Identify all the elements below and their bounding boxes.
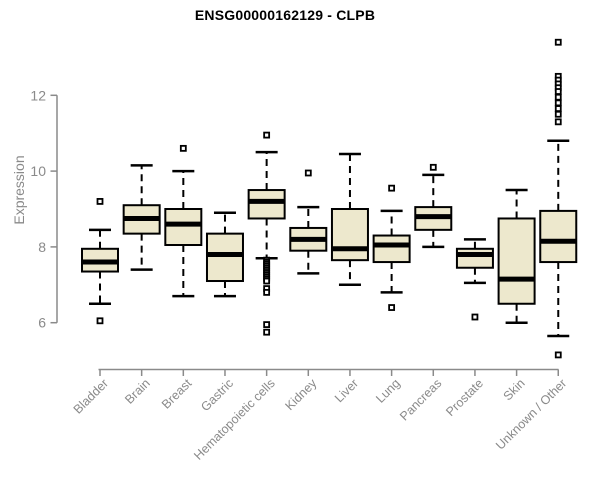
outlier-point: [471, 313, 479, 321]
outlier-point: [554, 99, 562, 107]
iqr-box: [539, 209, 578, 264]
outlier-point: [179, 144, 187, 152]
x-category-label-liver: Liver: [332, 376, 361, 405]
x-category-label-brain: Brain: [122, 376, 153, 407]
iqr-box: [330, 208, 369, 262]
y-tick-label: 10: [30, 163, 46, 179]
outlier-point: [304, 169, 312, 177]
outlier-point: [263, 288, 271, 296]
iqr-box: [372, 234, 411, 264]
outlier-point: [429, 163, 437, 171]
x-category-label-lung: Lung: [373, 376, 403, 406]
boxplot-lung: [372, 184, 411, 311]
boxplot-kidney: [289, 169, 328, 275]
iqr-box: [497, 217, 536, 305]
boxplot-hematopoietic-cells: [247, 131, 286, 336]
y-tick-label: 8: [38, 239, 46, 255]
iqr-box: [205, 232, 244, 283]
x-category-label-pancreas: Pancreas: [397, 376, 444, 423]
boxplot-unknown-other: [539, 38, 578, 359]
iqr-box: [164, 208, 203, 247]
y-tick-label: 6: [38, 315, 46, 331]
boxplot-brain: [122, 164, 161, 271]
outlier-point: [263, 321, 271, 328]
chart-title: ENSG00000162129 - CLPB: [194, 7, 376, 23]
outlier-point: [554, 118, 562, 126]
outlier-point: [388, 184, 396, 192]
outlier-point: [263, 131, 271, 139]
y-tick-label: 12: [30, 87, 46, 103]
outlier-point: [554, 38, 562, 46]
outlier-point: [388, 304, 396, 311]
outlier-point: [554, 93, 562, 101]
boxplot-prostate: [455, 238, 494, 321]
outlier-point: [554, 88, 562, 95]
boxplot-bladder: [81, 198, 119, 325]
outlier-point: [554, 110, 562, 118]
outlier-point: [554, 105, 562, 112]
x-category-label-prostate: Prostate: [443, 376, 486, 419]
outlier-point: [554, 351, 562, 359]
outlier-point: [96, 198, 104, 205]
boxplot-pancreas: [414, 163, 453, 249]
boxplot-gastric: [205, 211, 244, 298]
x-category-label-gastric: Gastric: [198, 376, 236, 414]
y-axis: 6 8 10 12: [30, 87, 58, 331]
x-category-label-unknown-other: Unknown / Other: [493, 376, 569, 452]
x-category-label-skin: Skin: [501, 376, 528, 403]
outlier-point: [263, 277, 271, 285]
iqr-box: [247, 189, 286, 220]
boxplot-breast: [164, 144, 203, 298]
boxplot-liver: [330, 152, 369, 287]
x-category-label-kidney: Kidney: [282, 376, 319, 413]
iqr-box: [455, 247, 494, 269]
boxplot-skin: [497, 188, 536, 324]
x-category-label-hematopoietic-cells: Hematopoietic cells: [191, 376, 278, 463]
outlier-point: [96, 317, 104, 325]
outlier-point: [263, 328, 271, 336]
x-category-label-breast: Breast: [159, 376, 195, 412]
x-category-label-bladder: Bladder: [71, 376, 111, 416]
